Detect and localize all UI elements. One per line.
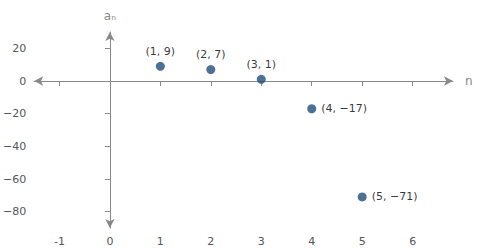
svg-text:aₙ: aₙ <box>104 9 116 23</box>
svg-text:6: 6 <box>409 235 416 248</box>
svg-text:-1: -1 <box>54 235 65 248</box>
svg-text:(1, 9): (1, 9) <box>146 45 176 58</box>
svg-text:2: 2 <box>207 235 214 248</box>
svg-text:−20: −20 <box>3 107 26 120</box>
svg-text:(5, −71): (5, −71) <box>372 190 418 203</box>
svg-text:n: n <box>465 74 473 88</box>
svg-text:−80: −80 <box>3 205 26 218</box>
svg-text:−40: −40 <box>3 140 26 153</box>
svg-text:(2, 7): (2, 7) <box>196 48 226 61</box>
svg-text:−60: −60 <box>3 173 26 186</box>
svg-text:1: 1 <box>157 235 164 248</box>
svg-text:5: 5 <box>359 235 366 248</box>
svg-text:(3, 1): (3, 1) <box>246 58 276 71</box>
svg-text:4: 4 <box>308 235 315 248</box>
svg-text:3: 3 <box>258 235 265 248</box>
svg-text:20: 20 <box>12 42 26 55</box>
svg-text:0: 0 <box>106 235 113 248</box>
svg-text:0: 0 <box>19 75 26 88</box>
svg-text:(4, −17): (4, −17) <box>321 102 367 115</box>
